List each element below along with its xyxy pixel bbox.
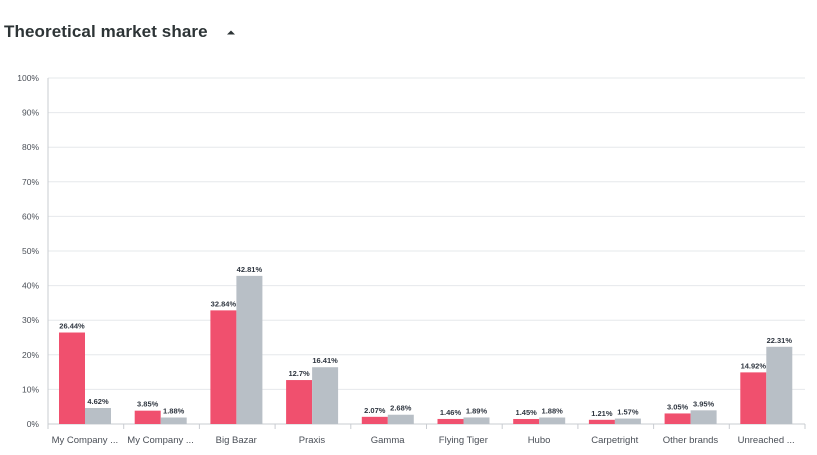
page-title: Theoretical market share bbox=[4, 22, 208, 41]
x-tick-label: My Company ... bbox=[127, 435, 194, 446]
bar bbox=[59, 332, 85, 424]
data-label: 42.81% bbox=[237, 265, 263, 274]
y-tick-label: 60% bbox=[22, 211, 39, 221]
data-label: 3.85% bbox=[137, 400, 159, 409]
bar bbox=[387, 414, 414, 424]
panel-header: Theoretical market share bbox=[4, 22, 240, 42]
y-tick-label: 30% bbox=[22, 315, 39, 325]
x-tick-label: Flying Tiger bbox=[439, 435, 488, 446]
x-tick-label: My Company ... bbox=[52, 435, 119, 446]
y-tick-label: 90% bbox=[22, 108, 39, 118]
x-tick-label: Gamma bbox=[371, 435, 406, 446]
bar bbox=[437, 418, 464, 424]
y-tick-label: 20% bbox=[22, 350, 39, 360]
data-label: 14.92% bbox=[741, 361, 767, 370]
data-label: 3.95% bbox=[693, 399, 715, 408]
bar bbox=[539, 417, 566, 424]
data-label: 22.31% bbox=[767, 336, 793, 345]
bar bbox=[664, 413, 691, 424]
x-tick-label: Carpetright bbox=[591, 435, 638, 446]
x-tick-label: Praxis bbox=[299, 435, 326, 446]
bar bbox=[361, 416, 388, 424]
data-label: 1.45% bbox=[516, 408, 538, 417]
bar bbox=[766, 346, 793, 424]
x-tick-label: Big Bazar bbox=[216, 435, 257, 446]
data-label: 1.46% bbox=[440, 408, 462, 417]
bar bbox=[312, 367, 339, 424]
bar bbox=[513, 418, 540, 424]
x-tick-label: Other brands bbox=[663, 435, 719, 446]
data-label: 1.89% bbox=[466, 406, 488, 415]
y-tick-label: 100% bbox=[17, 73, 39, 83]
data-label: 1.88% bbox=[163, 406, 185, 415]
y-tick-label: 0% bbox=[27, 419, 40, 429]
bar bbox=[614, 418, 641, 424]
bar bbox=[236, 275, 263, 424]
y-tick-label: 50% bbox=[22, 246, 39, 256]
bar bbox=[690, 410, 717, 424]
data-label: 12.7% bbox=[288, 369, 310, 378]
data-label: 4.62% bbox=[87, 397, 109, 406]
y-tick-label: 10% bbox=[22, 384, 39, 394]
y-tick-label: 40% bbox=[22, 281, 39, 291]
data-label: 1.21% bbox=[591, 409, 613, 418]
bar bbox=[286, 380, 313, 424]
x-tick-label: Unreached ... bbox=[738, 435, 795, 446]
data-label: 2.07% bbox=[364, 406, 386, 415]
bar bbox=[740, 372, 767, 424]
caret-up-icon bbox=[226, 30, 235, 35]
bar bbox=[588, 419, 615, 424]
bar bbox=[160, 417, 187, 424]
data-label: 1.57% bbox=[617, 408, 639, 417]
data-label: 26.44% bbox=[59, 322, 85, 331]
y-tick-label: 70% bbox=[22, 177, 39, 187]
y-tick-label: 80% bbox=[22, 142, 39, 152]
data-label: 2.68% bbox=[390, 404, 412, 413]
bar bbox=[210, 310, 237, 424]
x-tick-label: Hubo bbox=[528, 435, 551, 446]
bar bbox=[134, 410, 161, 424]
data-label: 3.05% bbox=[667, 402, 689, 411]
data-label: 32.84% bbox=[211, 299, 237, 308]
data-label: 1.88% bbox=[542, 406, 564, 415]
bar bbox=[463, 417, 490, 424]
collapse-button[interactable] bbox=[222, 23, 240, 41]
bar bbox=[85, 408, 111, 424]
data-label: 16.41% bbox=[312, 356, 338, 365]
